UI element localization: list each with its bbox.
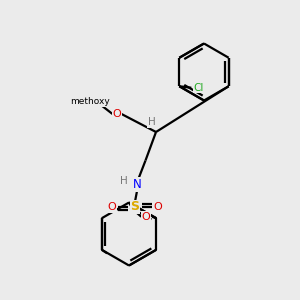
Text: O: O	[154, 202, 163, 212]
Text: Cl: Cl	[194, 83, 204, 93]
Text: H: H	[148, 117, 155, 128]
Text: methoxy: methoxy	[70, 98, 110, 106]
Text: S: S	[130, 200, 140, 214]
Text: O: O	[112, 109, 122, 119]
Text: H: H	[120, 176, 128, 186]
Text: O: O	[142, 212, 151, 222]
Text: N: N	[133, 178, 142, 191]
Text: O: O	[107, 202, 116, 212]
